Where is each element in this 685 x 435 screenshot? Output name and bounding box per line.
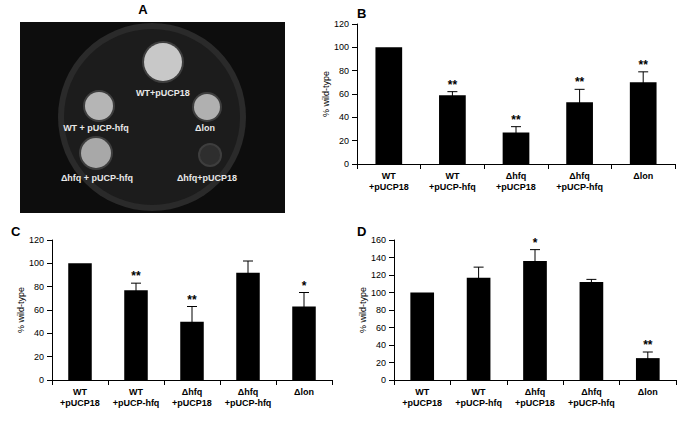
svg-text:0: 0 [381, 375, 386, 385]
svg-text:WT: WT [472, 387, 486, 397]
svg-text:20: 20 [34, 352, 44, 362]
svg-text:**: ** [131, 269, 141, 283]
svg-text:+pUCP-hfq: +pUCP-hfq [429, 182, 476, 192]
svg-text:120: 120 [334, 19, 349, 29]
svg-text:A: A [138, 2, 148, 17]
svg-text:**: ** [639, 58, 649, 72]
svg-text:WT: WT [129, 387, 143, 397]
svg-text:*: * [302, 279, 307, 293]
svg-text:120: 120 [29, 235, 44, 245]
svg-text:80: 80 [34, 282, 44, 292]
svg-text:Δhfq: Δhfq [182, 387, 202, 397]
svg-text:**: ** [448, 78, 458, 92]
svg-text:40: 40 [376, 340, 386, 350]
svg-text:60: 60 [376, 323, 386, 333]
svg-text:+pUCP18: +pUCP18 [402, 398, 442, 408]
svg-text:40: 40 [339, 112, 349, 122]
svg-text:**: ** [643, 338, 653, 352]
svg-text:Δlon: Δlon [633, 171, 653, 181]
svg-text:20: 20 [339, 136, 349, 146]
svg-text:80: 80 [376, 305, 386, 315]
svg-text:20: 20 [376, 358, 386, 368]
svg-text:Δlon: Δlon [638, 387, 658, 397]
svg-text:+pUCP18: +pUCP18 [369, 182, 409, 192]
svg-text:160: 160 [371, 235, 386, 245]
svg-text:Δhfq + pUCP-hfq: Δhfq + pUCP-hfq [61, 173, 133, 183]
svg-text:Δlon: Δlon [294, 387, 314, 397]
svg-text:WT: WT [73, 387, 87, 397]
svg-text:60: 60 [339, 89, 349, 99]
svg-text:WT+pUCP18: WT+pUCP18 [136, 88, 190, 98]
svg-text:+pUCP18: +pUCP18 [496, 182, 536, 192]
svg-text:+pUCP18: +pUCP18 [515, 398, 555, 408]
svg-text:80: 80 [339, 66, 349, 76]
svg-text:D: D [357, 224, 366, 239]
svg-text:WT: WT [382, 171, 396, 181]
svg-text:+pUCP-hfq: +pUCP-hfq [113, 398, 160, 408]
svg-text:% wild-type: % wild-type [16, 287, 26, 333]
svg-text:B: B [357, 6, 366, 21]
svg-text:Δhfq: Δhfq [525, 387, 545, 397]
svg-text:Δhfq+pUCP18: Δhfq+pUCP18 [177, 173, 237, 183]
svg-text:Δhfq: Δhfq [569, 171, 589, 181]
svg-text:% wild-type: % wild-type [321, 71, 331, 117]
svg-text:+pUCP-hfq: +pUCP-hfq [568, 398, 615, 408]
svg-text:**: ** [511, 113, 521, 127]
svg-text:Δhfq: Δhfq [238, 387, 258, 397]
svg-text:% wild-type: % wild-type [358, 287, 368, 333]
svg-text:WT: WT [445, 171, 459, 181]
svg-text:Δlon: Δlon [195, 123, 215, 133]
svg-text:**: ** [187, 293, 197, 307]
svg-text:0: 0 [39, 375, 44, 385]
svg-text:WT: WT [415, 387, 429, 397]
svg-text:Δhfq: Δhfq [581, 387, 601, 397]
svg-text:**: ** [575, 75, 585, 89]
svg-text:Δhfq: Δhfq [506, 171, 526, 181]
svg-text:140: 140 [371, 253, 386, 263]
svg-text:120: 120 [371, 270, 386, 280]
svg-text:100: 100 [371, 288, 386, 298]
svg-text:60: 60 [34, 305, 44, 315]
svg-text:100: 100 [334, 42, 349, 52]
svg-text:+pUCP-hfq: +pUCP-hfq [556, 182, 603, 192]
svg-text:+pUCP-hfq: +pUCP-hfq [225, 398, 272, 408]
svg-text:+pUCP-hfq: +pUCP-hfq [455, 398, 502, 408]
svg-text:0: 0 [344, 159, 349, 169]
svg-text:WT + pUCP-hfq: WT + pUCP-hfq [63, 123, 129, 133]
svg-text:40: 40 [34, 328, 44, 338]
svg-text:100: 100 [29, 258, 44, 268]
svg-text:*: * [533, 236, 538, 250]
svg-text:+pUCP18: +pUCP18 [172, 398, 212, 408]
svg-text:+pUCP18: +pUCP18 [60, 398, 100, 408]
svg-text:C: C [11, 224, 21, 239]
